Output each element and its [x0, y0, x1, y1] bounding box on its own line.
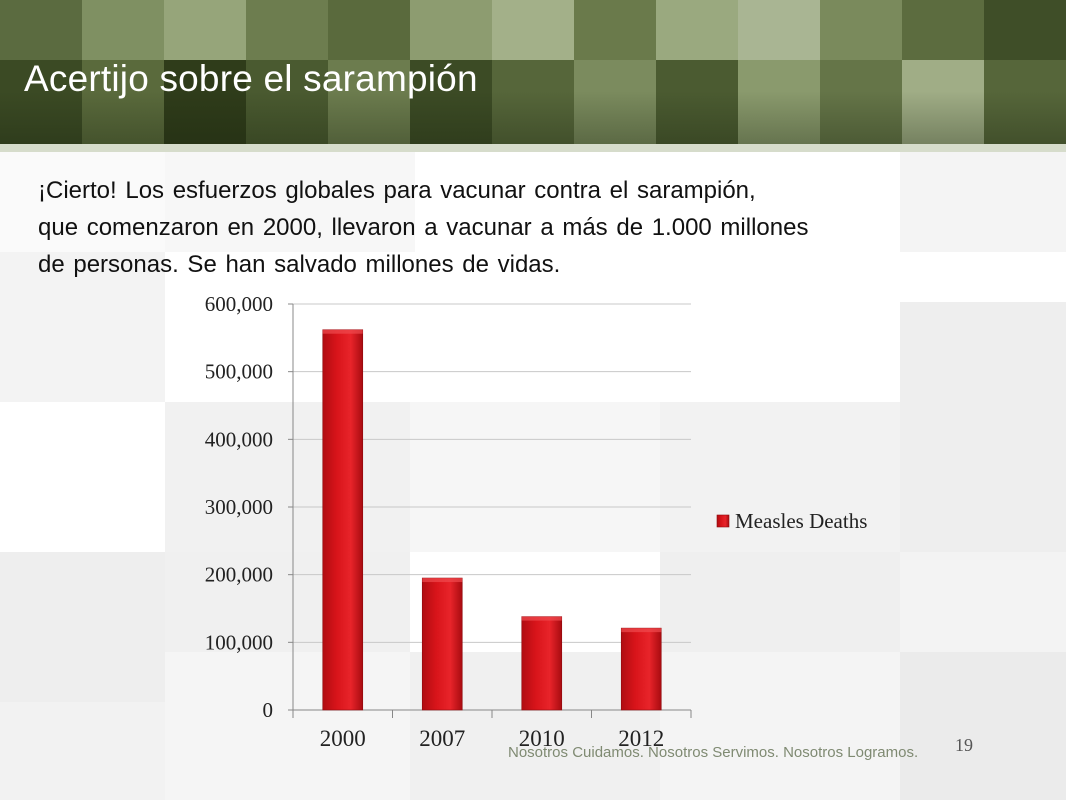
- bar-2007: [421, 577, 463, 711]
- footer-slogan: Nosotros Cuidamos. Nosotros Servimos. No…: [508, 744, 919, 761]
- y-tick-label: 400,000: [205, 427, 273, 451]
- header-mosaic-tile: [738, 0, 820, 60]
- header-mosaic-tile: [902, 60, 984, 144]
- background-mosaic-tile: [0, 252, 165, 402]
- header-mosaic-tile: [656, 60, 738, 144]
- y-tick-label: 200,000: [205, 563, 273, 587]
- header-mosaic-tile: [656, 0, 738, 60]
- header-mosaic-tile: [492, 0, 574, 60]
- header-mosaic-tile: [164, 0, 246, 60]
- bar-top-highlight: [322, 329, 363, 334]
- header-mosaic-tile: [738, 60, 820, 144]
- bar-top-highlight: [521, 616, 562, 621]
- header-mosaic-tile: [984, 60, 1066, 144]
- background-mosaic-tile: [0, 552, 165, 702]
- x-tick-label: 2010: [519, 726, 565, 751]
- background-mosaic-tile: [165, 152, 415, 252]
- page-number: 19: [955, 735, 973, 755]
- x-tick-label: 2000: [320, 726, 366, 751]
- y-tick-label: 0: [263, 698, 274, 722]
- header-mosaic-tile: [328, 60, 410, 144]
- y-tick-label: 600,000: [205, 292, 273, 316]
- header-mosaic-tile: [246, 0, 328, 60]
- background-mosaic-tile: [0, 152, 165, 252]
- y-tick-label: 300,000: [205, 495, 273, 519]
- background-mosaic-tile: [660, 402, 900, 552]
- header-mosaic-tile: [410, 0, 492, 60]
- background-mosaic-tile: [900, 652, 1066, 800]
- background-mosaic-tile: [0, 702, 165, 800]
- header-mosaic-tile: [574, 60, 656, 144]
- background-mosaic-tile: [660, 652, 900, 800]
- background-mosaic-tile: [165, 652, 410, 800]
- body-line-2: que comenzaron en 2000, llevaron a vacun…: [38, 214, 809, 241]
- header-mosaic-tile: [902, 0, 984, 60]
- background-mosaic-tile: [660, 552, 900, 652]
- header-mosaic-tile: [0, 0, 82, 60]
- header-mosaic-tile: [820, 60, 902, 144]
- bar-top-highlight: [422, 578, 463, 583]
- header-mosaic-tile: [492, 60, 574, 144]
- header-mosaic-tile: [246, 60, 328, 144]
- background-mosaic: [0, 152, 1066, 800]
- body-line-3: de personas. Se han salvado millones de …: [38, 251, 561, 278]
- header-mosaic-tile: [164, 60, 246, 144]
- bar-top-highlight: [621, 628, 662, 633]
- header-mosaic-tile: [82, 0, 164, 60]
- legend-swatch: [716, 514, 730, 528]
- header-shade: [0, 0, 1066, 152]
- body-line-1: ¡Cierto! Los esfuerzos globales para vac…: [38, 177, 756, 204]
- legend-label: Measles Deaths: [735, 509, 867, 533]
- header-mosaic-tile: [328, 0, 410, 60]
- y-tick-label: 100,000: [205, 630, 273, 654]
- background-mosaic-tile: [410, 402, 660, 552]
- header-mosaic-tile: [820, 0, 902, 60]
- header-mosaic-tile: [0, 60, 82, 144]
- x-tick-label: 2007: [419, 726, 465, 751]
- header-mosaic-tile: [574, 0, 656, 60]
- background-mosaic-tile: [165, 402, 410, 552]
- header-mosaic-tile: [984, 0, 1066, 60]
- x-tick-label: 2012: [618, 726, 664, 751]
- bar-2010: [521, 616, 563, 711]
- y-tick-label: 500,000: [205, 360, 273, 384]
- header-banner: Acertijo sobre el sarampión: [0, 0, 1066, 152]
- header-mosaic-tile: [82, 60, 164, 144]
- background-mosaic-tile: [900, 302, 1066, 552]
- background-mosaic-tile: [165, 552, 410, 652]
- header-divider: [0, 144, 1066, 152]
- body-text: ¡Cierto! Los esfuerzos globales para vac…: [38, 172, 1038, 283]
- background-mosaic-tile: [900, 552, 1066, 652]
- header-mosaic-tile: [410, 60, 492, 144]
- bar-2012: [620, 627, 662, 711]
- slide-title: Acertijo sobre el sarampión: [24, 58, 478, 99]
- background-mosaic-tile: [900, 152, 1066, 252]
- bar-2000: [322, 329, 364, 711]
